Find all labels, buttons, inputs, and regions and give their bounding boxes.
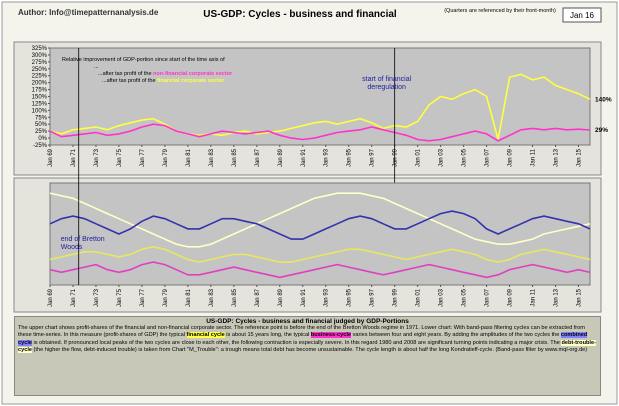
series-line [49, 261, 591, 279]
y-tick-label: 250% [32, 67, 48, 73]
x-tick-label: Jan 03 [439, 288, 445, 307]
footer-segment: financial cycle [186, 332, 225, 339]
x-tick-label: Jan 11 [531, 148, 537, 166]
x-tick-label: Jan 71 [71, 288, 77, 307]
x-tick-label: Jan 77 [140, 288, 146, 307]
x-tick-label: Jan 81 [186, 288, 192, 307]
date-box [562, 7, 602, 23]
y-tick-label: 25% [35, 129, 48, 135]
y-tick-label: 175% [32, 88, 48, 94]
x-tick-label: Jan 81 [186, 148, 192, 167]
footer-segment: (the higher the flow, debt-induced troub… [32, 346, 588, 353]
x-tick-label: Jan 15 [577, 148, 583, 167]
x-tick-label: Jan 13 [554, 288, 560, 307]
y-tick-label: 0% [38, 136, 47, 142]
x-tick-label: Jan 75 [117, 148, 123, 167]
annotation: end of Bretton Woods [60, 236, 105, 251]
author: Author: Info@timepatternanalysis.de [18, 8, 159, 17]
x-tick-label: Jan 09 [508, 288, 514, 307]
x-tick-label: Jan 97 [370, 148, 376, 167]
y-tick-label: 50% [35, 122, 48, 128]
footer-segment: The upper chart shows profit-shares of t… [18, 325, 585, 339]
x-tick-label: Jan 01 [416, 148, 422, 167]
y-tick-label: 150% [32, 95, 48, 101]
x-tick-label: Jan 73 [94, 288, 100, 307]
x-tick-label: Jan 09 [508, 148, 514, 167]
x-tick-label: Jan 03 [439, 148, 445, 167]
x-tick-label: Jan 13 [554, 148, 560, 167]
title: US-GDP: Cycles - business and financial [203, 9, 397, 20]
y-tick-label: 100% [32, 108, 48, 114]
legend-note: Relative improvement of GDP-portion sinc… [62, 57, 233, 84]
series-line [49, 210, 591, 240]
x-tick-label: Jan 87 [255, 288, 261, 307]
x-tick-label: Jan 11 [531, 288, 537, 306]
legend-text: ...after tax profit of the [98, 71, 153, 77]
legend-text: ...after tax profit of the [102, 78, 157, 84]
y-tick-label: 75% [35, 115, 48, 121]
y-tick-label: 325% [32, 46, 48, 52]
series-line [49, 123, 591, 142]
y-tick-label: 125% [32, 101, 48, 107]
y-tick-label: -25% [33, 143, 48, 149]
x-tick-label: Jan 83 [209, 288, 215, 307]
end-label: 29% [595, 127, 608, 134]
x-tick-label: Jan 99 [393, 148, 399, 167]
end-label: 140% [595, 96, 612, 103]
x-tick-label: Jan 15 [577, 288, 583, 307]
x-tick-label: Jan 95 [347, 288, 353, 307]
x-tick-label: Jan 89 [278, 288, 284, 307]
y-tick-label: 300% [32, 53, 48, 59]
legend-text: ... [94, 64, 99, 70]
legend-text: Relative improvement of GDP-portion sinc… [62, 57, 225, 63]
x-tick-label: Jan 95 [347, 148, 353, 167]
x-tick-label: Jan 01 [416, 288, 422, 307]
legend-text: non-financial corporate sector [153, 71, 233, 77]
x-tick-label: Jan 91 [301, 148, 307, 167]
x-tick-label: Jan 07 [485, 148, 491, 167]
series-line [49, 192, 591, 248]
footer-segment: varies between four and eight years. By … [351, 332, 561, 339]
date: Jan 16 [570, 11, 595, 20]
note: (Quarters are referenced by their front-… [444, 8, 556, 14]
x-tick-label: Jan 93 [324, 148, 330, 167]
x-tick-label: Jan 69 [48, 288, 54, 307]
x-tick-label: Jan 85 [232, 148, 238, 167]
x-tick-label: Jan 93 [324, 288, 330, 307]
x-tick-label: Jan 91 [301, 288, 307, 307]
x-tick-label: Jan 07 [485, 288, 491, 307]
y-tick-label: 225% [32, 74, 48, 80]
series-line [49, 245, 591, 263]
footer-segment: is about 15 years long, the typical [224, 332, 311, 339]
footer-segment: is obtained. If pronounced local peaks o… [32, 339, 562, 346]
x-tick-label: Jan 87 [255, 148, 261, 167]
x-tick-label: Jan 99 [393, 288, 399, 307]
y-tick-label: 200% [32, 81, 48, 87]
footer-segment: business-cycle [310, 332, 352, 339]
series-line [49, 73, 591, 140]
legend-text: financial corporate sector [157, 78, 225, 84]
y-tick-label: 275% [32, 60, 48, 66]
annotation: start of financial deregulation [362, 76, 412, 91]
x-tick-label: Jan 75 [117, 288, 123, 307]
x-tick-label: Jan 69 [48, 148, 54, 167]
x-tick-label: Jan 97 [370, 288, 376, 307]
footer: US-GDP: Cycles - business and financial … [14, 316, 601, 396]
x-tick-label: Jan 05 [462, 288, 468, 307]
x-tick-label: Jan 85 [232, 288, 238, 307]
x-tick-label: Jan 71 [71, 148, 77, 167]
x-tick-label: Jan 83 [209, 148, 215, 167]
x-tick-label: Jan 05 [462, 148, 468, 167]
footer-title: US-GDP: Cycles - business and financial … [206, 318, 409, 325]
x-tick-label: Jan 73 [94, 148, 100, 167]
x-tick-label: Jan 79 [163, 148, 169, 167]
x-tick-label: Jan 77 [140, 148, 146, 167]
footer-text: The upper chart shows profit-shares of t… [18, 325, 597, 354]
x-tick-label: Jan 79 [163, 288, 169, 307]
x-tick-label: Jan 89 [278, 148, 284, 167]
